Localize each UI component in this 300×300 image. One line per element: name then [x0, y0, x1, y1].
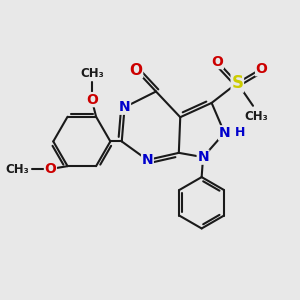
Text: N: N: [197, 150, 209, 164]
Text: CH₃: CH₃: [5, 163, 29, 176]
Text: CH₃: CH₃: [244, 110, 268, 123]
Text: O: O: [212, 55, 223, 69]
Text: CH₃: CH₃: [80, 67, 104, 80]
Text: O: O: [44, 162, 56, 176]
Text: N: N: [142, 153, 153, 167]
Text: O: O: [130, 63, 142, 78]
Text: H: H: [235, 126, 245, 140]
Text: N: N: [119, 100, 130, 114]
Text: O: O: [256, 62, 268, 76]
Text: S: S: [231, 74, 243, 92]
Text: O: O: [86, 93, 98, 106]
Text: N: N: [219, 126, 230, 140]
